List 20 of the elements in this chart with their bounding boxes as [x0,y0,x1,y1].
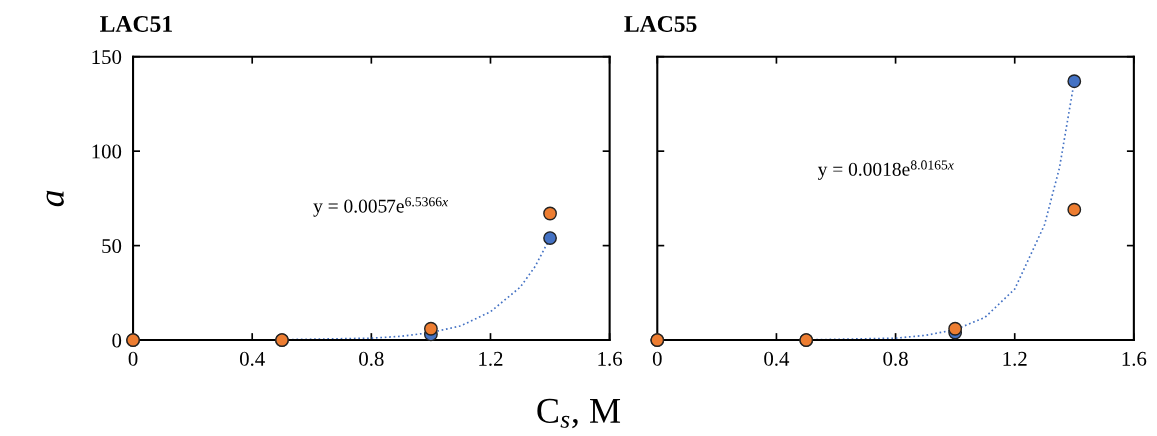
x-tick-label: 0.4 [764,351,790,366]
chart-title: LAC51 [100,16,172,32]
x-tick-label: 1.2 [479,351,503,366]
y-axis-title: a [46,190,64,207]
x-tick-label: 1.6 [1122,351,1147,366]
chart-title: LAC55 [624,16,697,32]
x-tick-label: 0 [128,351,138,366]
annotation: y = 0.0057e$^{6.5366x}$ [313,197,448,217]
x-tick-label: 0.8 [883,351,908,366]
x-tick-label: 0 [652,351,662,366]
y-tick-label: 150 [92,50,122,65]
y-tick-label: 100 [92,144,122,159]
annotation: y = 0.0018e$^{8.0165x}$ [817,160,954,180]
y-tick-label: 0 [112,333,122,348]
x-tick-label: 0.4 [239,351,265,366]
x-tick-label: 0.8 [359,351,384,366]
x-axis-title: C$_{s}$, M [537,398,621,429]
x-tick-label: 1.2 [1003,351,1027,366]
y-tick-label: 50 [102,238,122,254]
x-tick-label: 1.6 [598,351,623,366]
